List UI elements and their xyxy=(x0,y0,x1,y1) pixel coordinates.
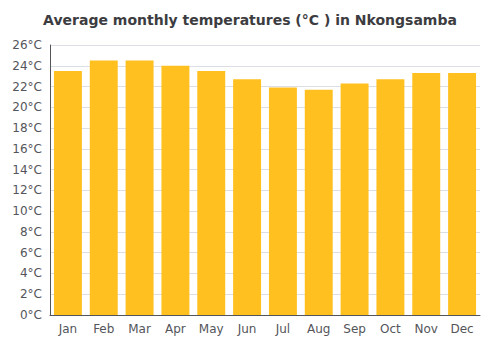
svg-text:Jun: Jun xyxy=(237,322,257,336)
svg-text:10°C: 10°C xyxy=(12,204,42,218)
svg-text:Average monthly temperatures (: Average monthly temperatures (°C ) in Nk… xyxy=(43,12,457,28)
svg-text:4°C: 4°C xyxy=(20,266,42,280)
svg-text:18°C: 18°C xyxy=(12,121,42,135)
svg-text:Apr: Apr xyxy=(165,322,186,336)
svg-text:Dec: Dec xyxy=(450,322,473,336)
svg-text:2°C: 2°C xyxy=(20,287,42,301)
svg-text:Jul: Jul xyxy=(275,322,290,336)
svg-text:Mar: Mar xyxy=(128,322,151,336)
svg-text:Oct: Oct xyxy=(380,322,401,336)
svg-text:Feb: Feb xyxy=(93,322,114,336)
svg-text:16°C: 16°C xyxy=(12,142,42,156)
svg-text:14°C: 14°C xyxy=(12,163,42,177)
svg-text:Nov: Nov xyxy=(415,322,438,336)
svg-text:8°C: 8°C xyxy=(20,225,42,239)
svg-text:22°C: 22°C xyxy=(12,80,42,94)
svg-text:6°C: 6°C xyxy=(20,246,42,260)
svg-text:0°C: 0°C xyxy=(20,308,42,322)
svg-text:12°C: 12°C xyxy=(12,183,42,197)
svg-text:May: May xyxy=(199,322,224,336)
svg-text:Jan: Jan xyxy=(58,322,78,336)
svg-text:Sep: Sep xyxy=(343,322,366,336)
svg-text:20°C: 20°C xyxy=(12,100,42,114)
svg-text:Aug: Aug xyxy=(307,322,330,336)
svg-text:26°C: 26°C xyxy=(12,38,42,52)
svg-text:24°C: 24°C xyxy=(12,59,42,73)
